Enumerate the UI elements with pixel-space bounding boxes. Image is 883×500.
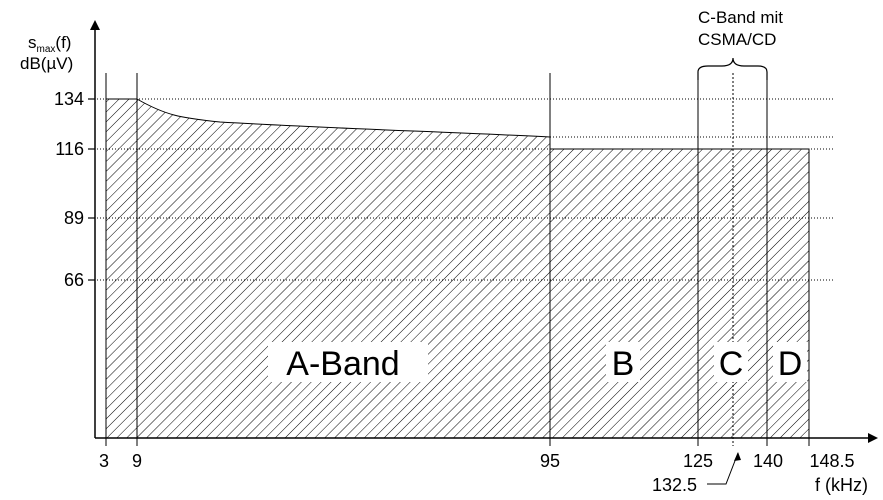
x-tick-9: 9 [132,451,142,471]
x-tick-125: 125 [683,451,713,471]
band-boundaries [105,73,810,446]
band-label-d: D [778,345,803,383]
c-band-note-line2: CSMA/CD [698,30,776,49]
y-tick-116: 116 [55,139,84,159]
limit-region-a-band [136,98,551,439]
limit-region-3-9 [105,98,138,439]
x-tick-140: 140 [753,451,783,471]
band-label-b: B [612,345,635,383]
y-tick-134: 134 [54,89,84,109]
c-band-note-line1: C-Band mit [698,8,783,27]
leader-132-5 [707,452,739,485]
limit-region-bcd [549,148,810,439]
x-tick-132-5: 132.5 [652,475,697,495]
leader-arrow [734,452,741,461]
band-label-bg-a [268,342,428,382]
y-axis-unit: dB(µV) [20,54,73,73]
y-axis-title: smax(f) [28,33,71,55]
y-tick-66: 66 [64,270,84,290]
x-tick-3: 3 [99,451,109,471]
horizontal-gridlines [88,98,835,281]
c-band-brace [697,57,768,80]
band-label-bg-b [606,342,640,382]
x-tick-148-5: 148.5 [809,451,854,471]
band-label-bg-d [773,342,807,382]
band-label-bg-c [714,342,748,382]
band-label-a: A-Band [286,345,399,383]
y-tick-89: 89 [64,208,84,228]
y-tick-marks [88,98,95,281]
x-tick-95: 95 [540,451,560,471]
x-axis-title: f (kHz) [815,475,868,495]
band-label-c: C [719,345,744,383]
